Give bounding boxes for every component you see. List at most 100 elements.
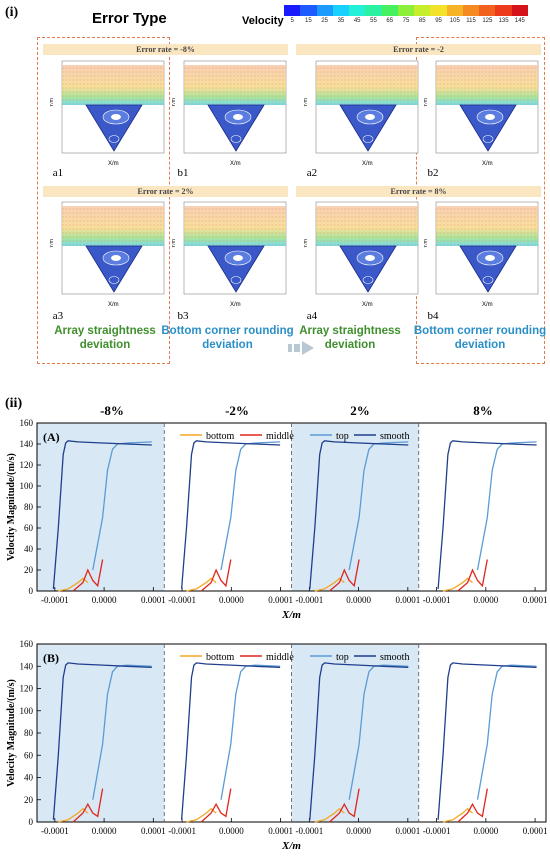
x-axis-label: X/m [281,609,301,621]
legend-label: top [336,431,349,442]
panel-shape [111,255,121,261]
column-label-plus2: 2% [350,403,370,418]
panel-axis-label: X/m [108,161,119,167]
x-tick-label: 0.0000 [92,826,117,836]
panel-shape [233,114,243,120]
series-line-smooth [52,440,152,589]
panel-label: (B) [43,651,59,665]
x-tick-label: 0.0000 [346,826,371,836]
chart-b: 0 20 40 60 80 100 120 140 160 Velocity Magnitude/… [6,639,547,852]
panel-axis-label: Y/m [172,98,177,107]
chart-a: 0 20 40 60 80 100 120 140 160 Velocity Magnitude/… [6,418,548,621]
velocity-tick-label: 145 [514,18,525,24]
series-line-middle [457,788,488,823]
series-line-middle [329,559,360,592]
y-tick-label: 60 [24,523,34,533]
error-type-title: Error Type [92,10,167,27]
caption-corner-rounding-1: Bottom corner rounding deviation [160,324,295,352]
velocity-tick-labels: 5 15 25 35 45 55 65 75 85 95 105 115 125 135 145 [284,18,528,28]
simulation-panel: Y/m X/m [424,201,539,308]
panel-shape [184,65,286,105]
panel-shape [108,135,120,143]
series-line-top [92,664,152,800]
series-line-top [348,664,409,800]
colorbar-segment [365,5,383,16]
panel-shape [485,114,495,120]
panel-axis-label: Y/m [50,98,55,107]
series-line-top [476,664,537,800]
caption-line-2: deviation [454,339,506,351]
series-line-smooth [180,662,281,820]
shaded-column [291,423,419,591]
simulation-panel: Y/m X/m [304,60,419,167]
colorbar-segment [300,5,318,16]
x-tick-label: 0.0001 [395,826,420,836]
caption-line-2: deviation [79,339,131,351]
velocity-tick-label: 25 [321,18,328,24]
series-line-top [348,441,409,571]
panel-axis-label: X/m [230,302,241,308]
panel-axis-label: Y/m [304,239,309,248]
panel-shape [362,276,374,284]
simulation-panel: Y/m X/m [172,60,287,167]
panel-shape [62,65,164,105]
x-tick-label: 0.0001 [395,595,420,605]
panel-label-a3: a3 [52,310,64,322]
velocity-tick-label: 95 [435,18,442,24]
panel-shape [111,114,121,120]
velocity-tick-label: 35 [337,18,345,24]
y-tick-label: 120 [20,684,34,694]
y-tick-label: 140 [20,439,34,449]
y-axis-label: Velocity Magnitude/(m/s) [6,453,17,561]
series-line-bottom [442,807,473,823]
panel-axis-label: Y/m [424,98,429,107]
dashed-box-left [37,37,170,364]
panel-label-b4: b4 [427,310,439,322]
panel-shape [62,206,164,246]
x-tick-label: 0.0000 [346,595,371,605]
simulation-panel: Y/m X/m [424,60,539,167]
colorbar-segment [332,5,350,16]
caption-line-2: deviation [324,339,376,351]
panel-label-b3: b3 [177,310,189,322]
series-line-smooth [437,662,537,820]
panel-axis-label: X/m [230,161,241,167]
series-line-smooth [52,662,152,820]
colorbar-segment [316,5,334,16]
velocity-tick-label: 85 [418,18,426,24]
colorbar-segment [511,5,529,16]
series-line-top [220,441,281,571]
panel-shape [365,114,375,120]
x-tick-label: 0.0001 [523,595,548,605]
x-tick-label: 0.0001 [268,826,293,836]
colorbar-segment [462,5,480,16]
dashed-box-right [416,37,545,364]
legend-label: top [336,652,349,663]
colorbar-segment [349,5,366,16]
section-i-label: (i) [5,5,19,20]
y-tick-label: 0 [29,817,34,827]
x-tick-label: -0.0001 [41,595,69,605]
caption-line-1: Bottom corner rounding [413,325,547,337]
x-tick-label: 0.0000 [92,595,117,605]
error-rate-bar-3: Error rate = 2% [43,186,288,197]
panel-label-b2: b2 [427,167,439,179]
panel-axis-label: Y/m [172,239,177,248]
series-line-middle [329,788,360,823]
simulation-panel: Y/m X/m [50,60,165,167]
series-line-middle [200,559,232,592]
shaded-column [291,644,419,822]
shaded-column [37,423,165,591]
column-label-minus2: -2% [225,403,249,418]
y-tick-label: 0 [29,586,34,596]
panel-label: (A) [43,430,60,444]
caption-line-1: Bottom corner rounding [161,325,294,337]
series-line-middle [200,788,232,823]
colorbar-segment [479,5,496,16]
y-tick-label: 40 [24,773,34,783]
legend-label: bottom [206,652,235,663]
y-tick-label: 160 [20,418,34,428]
x-axis-label: X/m [281,840,301,852]
velocity-tick-label: 65 [386,18,394,24]
shaded-column [37,644,165,822]
